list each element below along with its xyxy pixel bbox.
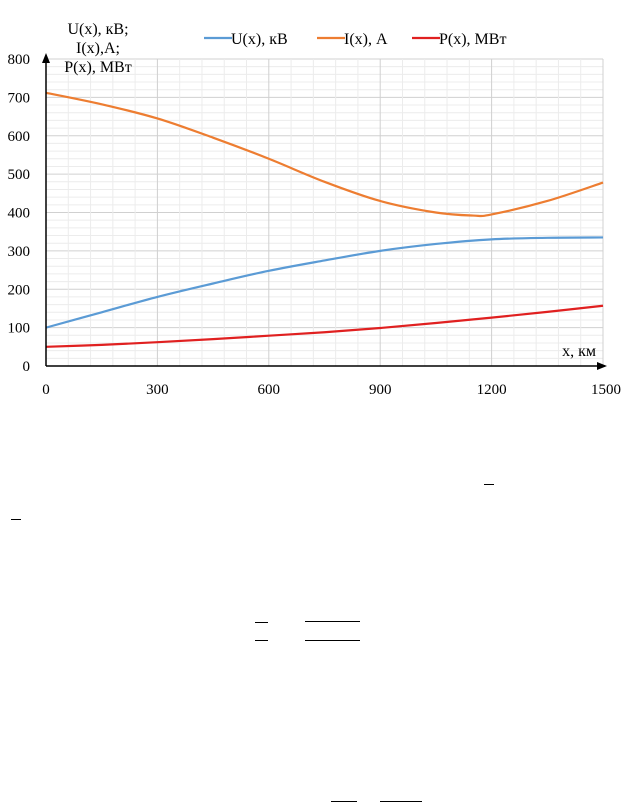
tick-labels: 0 100 200 300 400 500 600 700 800 0 300 600 900 1200 1… [8,52,622,398]
y-tick-label: 400 [8,206,31,222]
y-tick-label: 800 [8,52,31,68]
y-tick-label: 200 [8,282,31,298]
overbar-mark [255,640,268,641]
fraction-bar [305,621,360,622]
y-tick-label: 100 [8,321,31,337]
x-axis-arrow [597,362,607,370]
x-tick-label: 1500 [591,382,621,398]
legend-label: I(x), А [344,31,388,48]
overbar-mark [255,622,268,623]
line-chart: 0 100 200 300 400 500 600 700 800 0 300 600 900 1200 1… [8,21,622,398]
fraction-bar [331,801,357,802]
x-tick-label: 900 [369,382,392,398]
series-line-3 [45,304,604,348]
series-line-2 [45,91,604,218]
y-axis-label-line: I(x),А; [76,40,120,57]
y-tick-label: 500 [8,167,31,183]
legend-label: U(x), кВ [231,31,288,48]
axes [42,53,607,370]
fraction-bar [305,640,360,641]
y-axis-label-line: P(x), МВт [64,59,131,76]
overbar-mark [11,519,21,520]
grid [45,58,604,367]
y-tick-label: 700 [8,90,31,106]
legend-label: P(x), МВт [439,31,506,48]
overbar-mark [484,484,494,485]
series-layer [45,91,604,348]
x-axis-label: x, км [562,343,596,360]
x-tick-label: 600 [258,382,281,398]
x-tick-label: 300 [146,382,169,398]
y-axis-label: U(x), кВ; I(x),А; P(x), МВт [64,21,131,76]
y-tick-label: 600 [8,129,31,145]
series-line-1 [45,236,604,329]
fraction-bar [380,801,422,802]
y-axis-label-line: U(x), кВ; [67,21,128,38]
y-tick-label: 0 [23,359,31,375]
y-tick-label: 300 [8,244,31,260]
legend: U(x), кВ I(x), А P(x), МВт [204,31,506,48]
y-axis-arrow [42,53,50,63]
x-tick-label: 1200 [477,382,507,398]
x-tick-label: 0 [42,382,50,398]
